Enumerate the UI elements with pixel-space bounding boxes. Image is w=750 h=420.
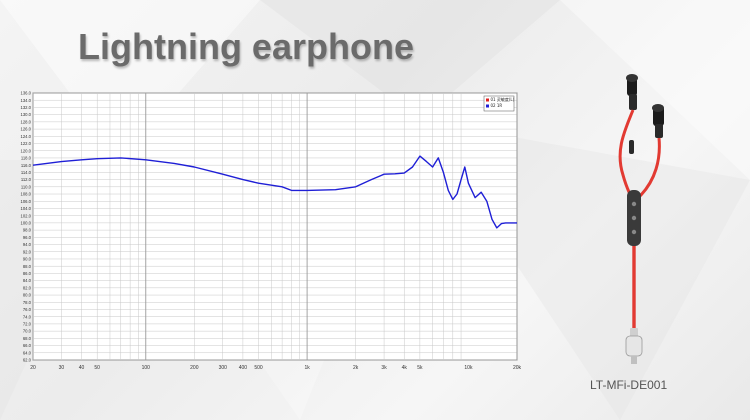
cable-splitter — [629, 140, 634, 154]
y-tick-label: 62.0 — [23, 358, 32, 363]
y-tick-label: 112.0 — [21, 177, 32, 182]
x-tick-label: 500 — [254, 365, 263, 371]
y-tick-label: 114.0 — [21, 170, 32, 175]
y-tick-label: 98.0 — [23, 228, 32, 233]
x-tick-label: 300 — [219, 365, 228, 371]
x-tick-label: 400 — [239, 365, 248, 371]
x-tick-label: 1k — [304, 365, 310, 371]
y-tick-label: 88.0 — [23, 264, 32, 269]
y-tick-label: 74.0 — [23, 314, 32, 319]
x-tick-label: 5k — [417, 365, 423, 371]
y-tick-label: 78.0 — [23, 300, 32, 305]
y-tick-label: 76.0 — [23, 307, 32, 312]
x-tick-label: 100 — [142, 365, 151, 371]
y-tick-label: 70.0 — [23, 329, 32, 334]
legend-entry: 02 1R — [491, 103, 503, 108]
y-tick-label: 90.0 — [23, 257, 32, 262]
y-tick-label: 120.0 — [21, 148, 32, 153]
y-tick-label: 136.0 — [21, 91, 32, 96]
plot-area — [33, 93, 517, 360]
y-tick-label: 104.0 — [21, 206, 32, 211]
y-tick-label: 66.0 — [23, 343, 32, 348]
y-tick-label: 86.0 — [23, 271, 32, 276]
x-tick-label: 20 — [30, 365, 36, 371]
model-number: LT-MFi-DE001 — [590, 378, 667, 392]
y-tick-label: 102.0 — [21, 213, 32, 218]
y-tick-label: 64.0 — [23, 350, 32, 355]
x-tick-label: 2k — [353, 365, 359, 371]
legend-swatch — [486, 99, 489, 102]
y-tick-label: 132.0 — [21, 105, 32, 110]
right-cable — [635, 138, 659, 200]
legend-entry: 01 灵敏度(L) — [491, 96, 515, 102]
y-tick-label: 84.0 — [23, 278, 32, 283]
y-tick-label: 126.0 — [21, 127, 32, 132]
legend: 01 灵敏度(L)02 1R — [484, 96, 515, 111]
page-title: Lightning earphone — [78, 26, 414, 68]
y-tick-label: 128.0 — [21, 119, 32, 124]
y-tick-label: 92.0 — [23, 249, 32, 254]
x-tick-label: 3k — [381, 365, 387, 371]
legend-swatch — [486, 105, 489, 108]
y-tick-label: 96.0 — [23, 235, 32, 240]
x-tick-label: 4k — [402, 365, 408, 371]
left-cable — [620, 110, 633, 200]
x-tick-label: 20k — [513, 365, 522, 371]
x-tick-label: 200 — [190, 365, 199, 371]
y-tick-label: 130.0 — [21, 112, 32, 117]
x-tick-label: 40 — [79, 365, 85, 371]
lightning-connector — [626, 328, 642, 364]
y-tick-label: 94.0 — [23, 242, 32, 247]
x-tick-label: 10k — [464, 365, 473, 371]
y-tick-label: 116.0 — [21, 163, 32, 168]
y-tick-label: 100.0 — [21, 220, 32, 225]
y-tick-label: 118.0 — [21, 156, 32, 161]
y-tick-label: 110.0 — [21, 184, 32, 189]
x-tick-label: 30 — [59, 365, 65, 371]
inline-remote — [627, 190, 641, 246]
y-tick-label: 134.0 — [21, 98, 32, 103]
right-earbud — [652, 104, 664, 138]
x-tick-label: 50 — [94, 365, 100, 371]
y-tick-label: 124.0 — [21, 134, 32, 139]
y-tick-label: 68.0 — [23, 336, 32, 341]
y-tick-label: 80.0 — [23, 293, 32, 298]
left-earbud — [626, 74, 638, 110]
frequency-response-chart: 62.0 64.0 66.0 68.0 70.0 72.0 74.0 76.0 78.0 80.0… — [0, 88, 540, 378]
x-tick-labels: 20 30 40 50 100 200 300 400 500 1k 2k 3k 4k 5k 10k 20k — [30, 365, 521, 371]
y-tick-label: 72.0 — [23, 322, 32, 327]
y-tick-label: 122.0 — [21, 141, 32, 146]
y-tick-labels: 62.0 64.0 66.0 68.0 70.0 72.0 74.0 76.0 78.0 80.0… — [21, 91, 32, 363]
y-tick-label: 108.0 — [21, 192, 32, 197]
y-tick-label: 106.0 — [21, 199, 32, 204]
earphone-product-image — [585, 70, 685, 370]
y-tick-label: 82.0 — [23, 285, 32, 290]
